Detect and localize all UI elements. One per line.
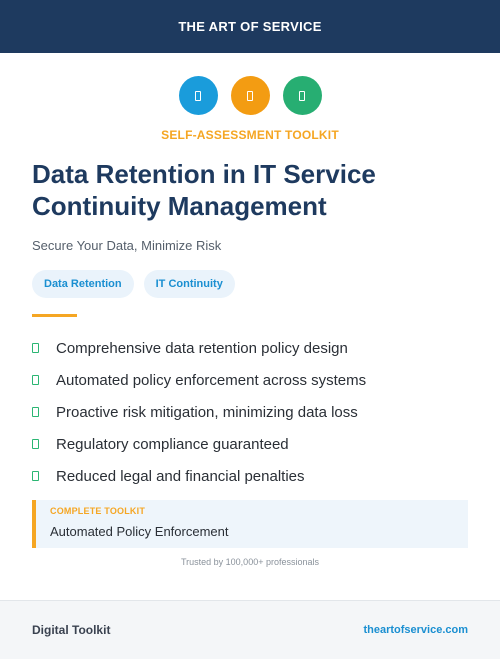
list-item: Proactive risk mitigation, minimizing da…	[32, 396, 472, 428]
blue-square-icon	[178, 76, 218, 115]
check-icon	[32, 375, 39, 385]
tag-data-retention[interactable]: Data Retention	[32, 270, 134, 298]
feature-text: Regulatory compliance guaranteed	[56, 435, 289, 453]
list-item: Reduced legal and financial penalties	[32, 460, 472, 492]
list-item: Comprehensive data retention policy desi…	[32, 332, 472, 364]
list-item: Automated policy enforcement across syst…	[32, 364, 472, 396]
icon-row	[0, 76, 500, 115]
check-icon	[32, 343, 39, 353]
subtitle: Secure Your Data, Minimize Risk	[32, 238, 222, 253]
feature-text: Automated policy enforcement across syst…	[56, 371, 367, 389]
top-banner: THE ART OF SERVICE	[0, 0, 500, 53]
check-icon	[32, 407, 39, 417]
list-item: Regulatory compliance guaranteed	[32, 428, 472, 460]
kicker-label: SELF-ASSESSMENT TOOLKIT	[161, 128, 339, 142]
orange-square-icon	[230, 76, 270, 115]
feature-text: Reduced legal and financial penalties	[56, 467, 305, 485]
trust-note: Trusted by 100,000+ professionals	[180, 557, 319, 567]
feature-text: Comprehensive data retention policy desi…	[56, 339, 348, 357]
green-square-icon	[282, 76, 322, 115]
footer-link[interactable]: theartofservice.com	[363, 624, 468, 636]
footer: Digital Toolkit theartofservice.com	[0, 600, 500, 659]
brand-name: THE ART OF SERVICE	[178, 19, 322, 34]
callout-label: COMPLETE TOOLKIT	[50, 506, 146, 516]
accent-divider	[32, 314, 77, 317]
tag-it-continuity[interactable]: IT Continuity	[143, 270, 235, 298]
feature-list: Comprehensive data retention policy desi…	[32, 332, 472, 492]
check-icon	[32, 439, 39, 449]
check-icon	[32, 471, 39, 481]
tag-list: Data Retention IT Continuity	[32, 270, 235, 298]
toolkit-callout: COMPLETE TOOLKIT Automated Policy Enforc…	[32, 500, 468, 548]
page-title: Data Retention in IT Service Continuity …	[32, 159, 376, 221]
footer-label: Digital Toolkit	[32, 623, 111, 637]
feature-text: Proactive risk mitigation, minimizing da…	[56, 403, 358, 421]
callout-value: Automated Policy Enforcement	[50, 524, 229, 539]
